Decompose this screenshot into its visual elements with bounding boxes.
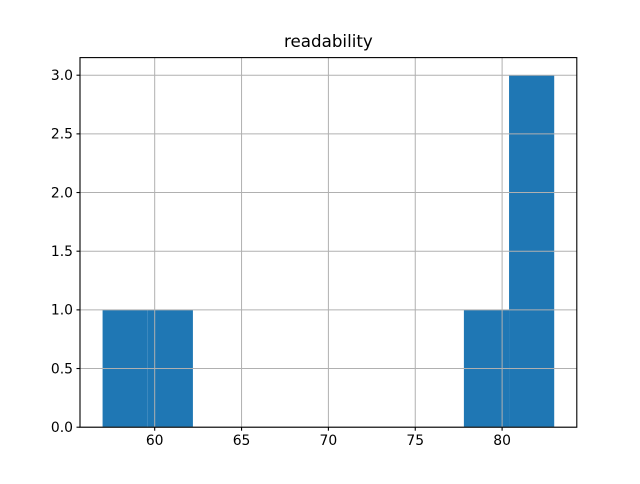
- y-tick-label: 0.5: [51, 361, 73, 377]
- y-tick-label: 2.5: [51, 127, 73, 143]
- y-tick-label: 0.0: [51, 420, 73, 436]
- y-tick-label: 1.0: [51, 303, 73, 319]
- y-tick-label: 1.5: [51, 244, 73, 260]
- x-tick-label: 80: [493, 433, 511, 449]
- x-tick-label: 70: [320, 433, 338, 449]
- grid-layer: [80, 57, 577, 428]
- y-tick-label: 3.0: [51, 68, 73, 84]
- chart-title: readability: [284, 31, 373, 51]
- x-tick-label: 60: [146, 433, 164, 449]
- x-tick-label: 75: [406, 433, 424, 449]
- y-tick-label: 2.0: [51, 185, 73, 201]
- x-tick-label: 65: [233, 433, 251, 449]
- labels-layer: 60 65 70 75 80 0.0 0.5 1.0 1.5 2.0 2.5 3.0: [51, 68, 511, 449]
- axes-layer: [76, 57, 578, 431]
